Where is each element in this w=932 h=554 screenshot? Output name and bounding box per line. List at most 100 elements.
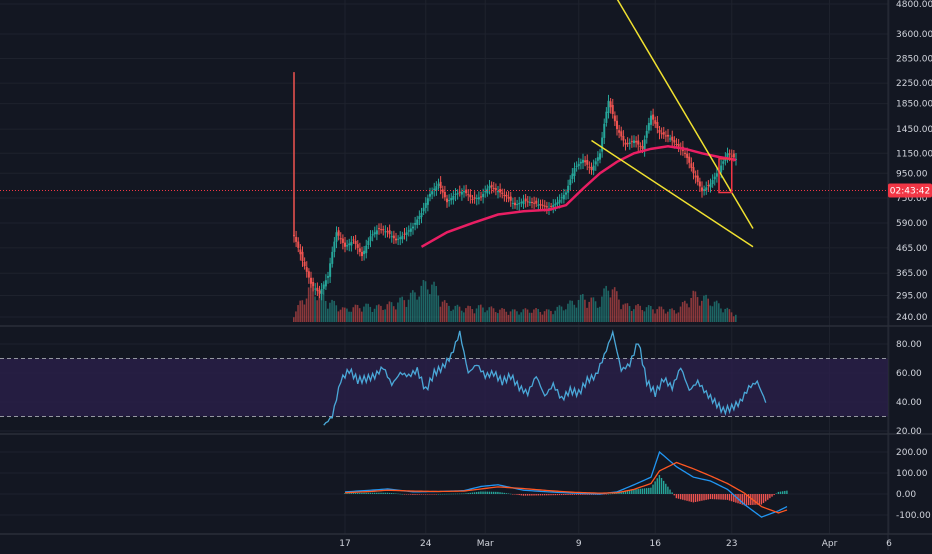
macd-histogram-bar xyxy=(356,492,359,494)
volume-bar xyxy=(620,309,622,322)
macd-tick-label: -100.00 xyxy=(896,511,931,521)
macd-histogram-bar xyxy=(728,494,731,501)
candle-body xyxy=(475,197,478,199)
candle-body xyxy=(562,194,565,200)
rsi-pane[interactable] xyxy=(0,329,888,426)
volume-bar xyxy=(363,306,365,322)
candle-body xyxy=(469,194,472,198)
volume-bar xyxy=(433,281,435,322)
volume-bar xyxy=(556,306,559,322)
volume-bar xyxy=(488,307,491,322)
candle-body xyxy=(541,204,544,206)
price-marker-label: 02:43:42 xyxy=(890,187,930,197)
candle-body xyxy=(403,233,406,235)
macd-histogram-bar xyxy=(454,493,457,495)
time-axis[interactable]: 17 24 Mar 9 16 23 Apr 6 xyxy=(339,539,892,549)
volume-bar xyxy=(399,297,401,322)
volume-bar xyxy=(594,301,597,322)
volume-bar xyxy=(307,287,310,322)
volume-bar xyxy=(686,303,688,322)
candle-body xyxy=(528,201,531,203)
macd-histogram-bar xyxy=(716,494,718,500)
candle-body xyxy=(705,187,708,191)
volume-bar xyxy=(645,307,648,322)
volume-bar xyxy=(305,298,308,322)
macd-histogram-bar xyxy=(526,494,529,496)
candle-body xyxy=(335,232,338,242)
volume-bar xyxy=(577,299,580,322)
candle-body xyxy=(713,176,716,180)
candle-body xyxy=(588,166,591,168)
macd-histogram-bar xyxy=(488,491,491,494)
price-tick-label: 465.00 xyxy=(896,244,928,254)
macd-histogram-bar xyxy=(633,489,635,494)
candle-body xyxy=(318,290,321,294)
macd-histogram-bar xyxy=(435,494,437,495)
macd-histogram-bar xyxy=(703,494,705,501)
macd-histogram-bar xyxy=(452,493,454,495)
macd-histogram-bar xyxy=(643,488,646,494)
macd-histogram-bar xyxy=(711,494,714,500)
volume-bar xyxy=(524,308,527,322)
volume-bar xyxy=(456,304,459,322)
volume-bar xyxy=(378,304,380,322)
candle-body xyxy=(405,232,408,235)
candle-body xyxy=(539,204,542,206)
candle-body xyxy=(367,240,370,246)
volume-bar xyxy=(669,308,671,322)
macd-histogram-bar xyxy=(401,493,403,495)
volume-bar xyxy=(469,306,471,322)
candle-body xyxy=(324,280,327,287)
macd-histogram-bar xyxy=(679,494,682,500)
candle-body xyxy=(373,232,376,235)
volume-bar xyxy=(635,305,637,322)
macd-histogram-bar xyxy=(603,494,605,495)
macd-histogram-bar xyxy=(522,494,525,496)
macd-histogram-bar xyxy=(718,494,720,500)
candle-body xyxy=(348,243,351,246)
macd-histogram-bar xyxy=(471,492,474,494)
candle-body xyxy=(418,216,421,219)
price-axis[interactable]: 4800.00 3600.00 2850.00 2250.00 1850.00 1450.… xyxy=(896,0,932,521)
volume-bar xyxy=(628,306,631,322)
macd-histogram-bar xyxy=(756,494,758,505)
macd-histogram-bar xyxy=(344,493,346,494)
candle-body xyxy=(526,201,529,203)
volume-bar xyxy=(439,306,442,322)
macd-histogram-bar xyxy=(609,493,612,495)
candle-body xyxy=(673,140,676,143)
volume-bar xyxy=(412,290,414,322)
macd-histogram-bar xyxy=(407,494,410,495)
macd-histogram-bar xyxy=(354,492,357,494)
candle-body xyxy=(337,230,340,236)
volume-bar xyxy=(448,305,450,322)
macd-histogram-bar xyxy=(660,477,663,494)
volume-bar xyxy=(565,309,567,322)
volume-bar xyxy=(720,308,722,322)
candle-body xyxy=(352,239,355,241)
volume-bar xyxy=(486,310,488,322)
volume-bar xyxy=(647,305,650,322)
volume-bar xyxy=(361,311,363,322)
volume-bar xyxy=(558,305,561,322)
volume-bar xyxy=(528,312,531,322)
candle-body xyxy=(577,163,580,167)
volume-bar xyxy=(480,304,482,322)
volume-bar xyxy=(571,300,573,322)
candle-body xyxy=(361,251,363,257)
macd-pane[interactable] xyxy=(344,450,788,518)
macd-histogram-bar xyxy=(512,494,514,495)
signal-line xyxy=(344,461,788,514)
macd-histogram-bar xyxy=(735,494,737,503)
macd-histogram-bar xyxy=(781,491,784,494)
volume-bar xyxy=(492,308,495,322)
candle-body xyxy=(613,115,616,122)
macd-histogram-bar xyxy=(469,492,471,494)
volume-bar xyxy=(314,296,316,322)
macd-histogram-bar xyxy=(690,494,692,502)
candle-body xyxy=(654,120,657,124)
price-pane[interactable] xyxy=(0,0,888,322)
macd-histogram-bar xyxy=(707,494,709,500)
